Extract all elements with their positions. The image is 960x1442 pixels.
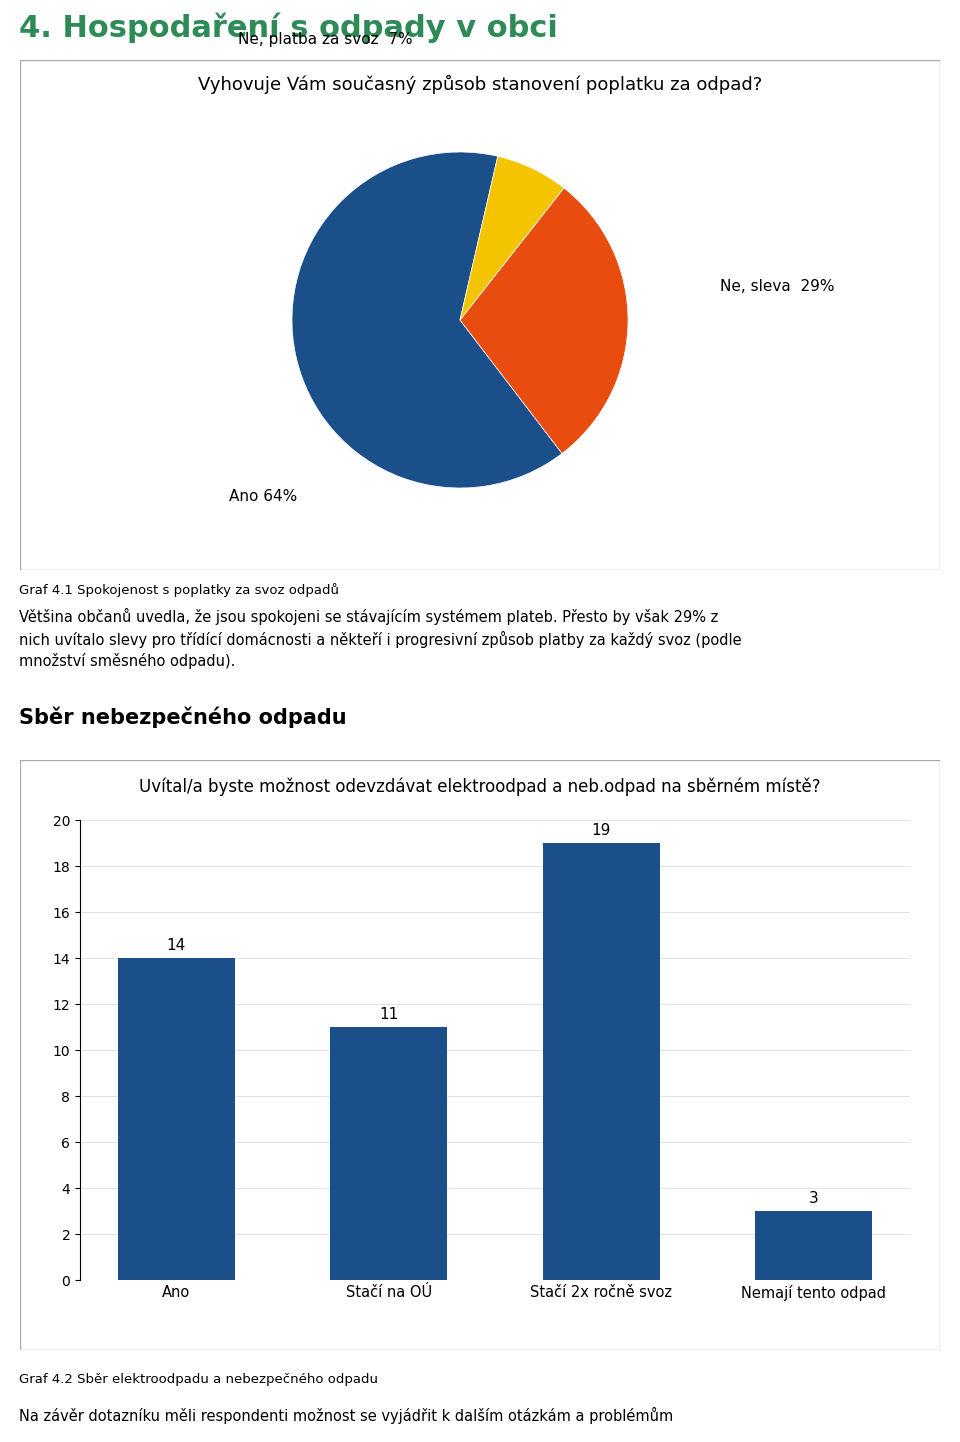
Text: Ano 64%: Ano 64% (229, 489, 298, 503)
Wedge shape (460, 156, 564, 320)
Text: 11: 11 (379, 1008, 398, 1022)
Text: Ne, sleva  29%: Ne, sleva 29% (720, 278, 835, 294)
Text: Na závěr dotazníku měli respondenti možnost se vyjádřit k dalším otázkám a probl: Na závěr dotazníku měli respondenti možn… (19, 1406, 674, 1423)
Wedge shape (460, 187, 628, 453)
Bar (118, 957, 234, 1280)
Text: Sběr nebezpečného odpadu: Sběr nebezpečného odpadu (19, 707, 347, 728)
Text: 19: 19 (591, 823, 611, 838)
Bar (542, 844, 660, 1280)
Text: 14: 14 (166, 939, 186, 953)
Text: Uvítal/a byste možnost odevzdávat elektroodpad a neb.odpad na sběrném místě?: Uvítal/a byste možnost odevzdávat elektr… (139, 777, 821, 796)
Text: 4. Hospodaření s odpady v obci: 4. Hospodaření s odpady v obci (19, 12, 558, 43)
Text: Většina občanů uvedla, že jsou spokojeni se stávajícím systémem plateb. Přesto b: Většina občanů uvedla, že jsou spokojeni… (19, 609, 742, 669)
Text: 3: 3 (809, 1191, 819, 1207)
Text: Vyhovuje Vám současný způsob stanovení poplatku za odpad?: Vyhovuje Vám současný způsob stanovení p… (198, 75, 762, 94)
Wedge shape (292, 151, 562, 487)
Text: Ne, platba za svoz  7%: Ne, platba za svoz 7% (238, 32, 413, 48)
Text: Graf 4.1 Spokojenost s poplatky za svoz odpadů: Graf 4.1 Spokojenost s poplatky za svoz … (19, 583, 339, 597)
Bar (756, 1211, 873, 1280)
Text: Graf 4.2 Sběr elektroodpadu a nebezpečného odpadu: Graf 4.2 Sběr elektroodpadu a nebezpečné… (19, 1373, 378, 1387)
Bar (330, 1027, 447, 1280)
